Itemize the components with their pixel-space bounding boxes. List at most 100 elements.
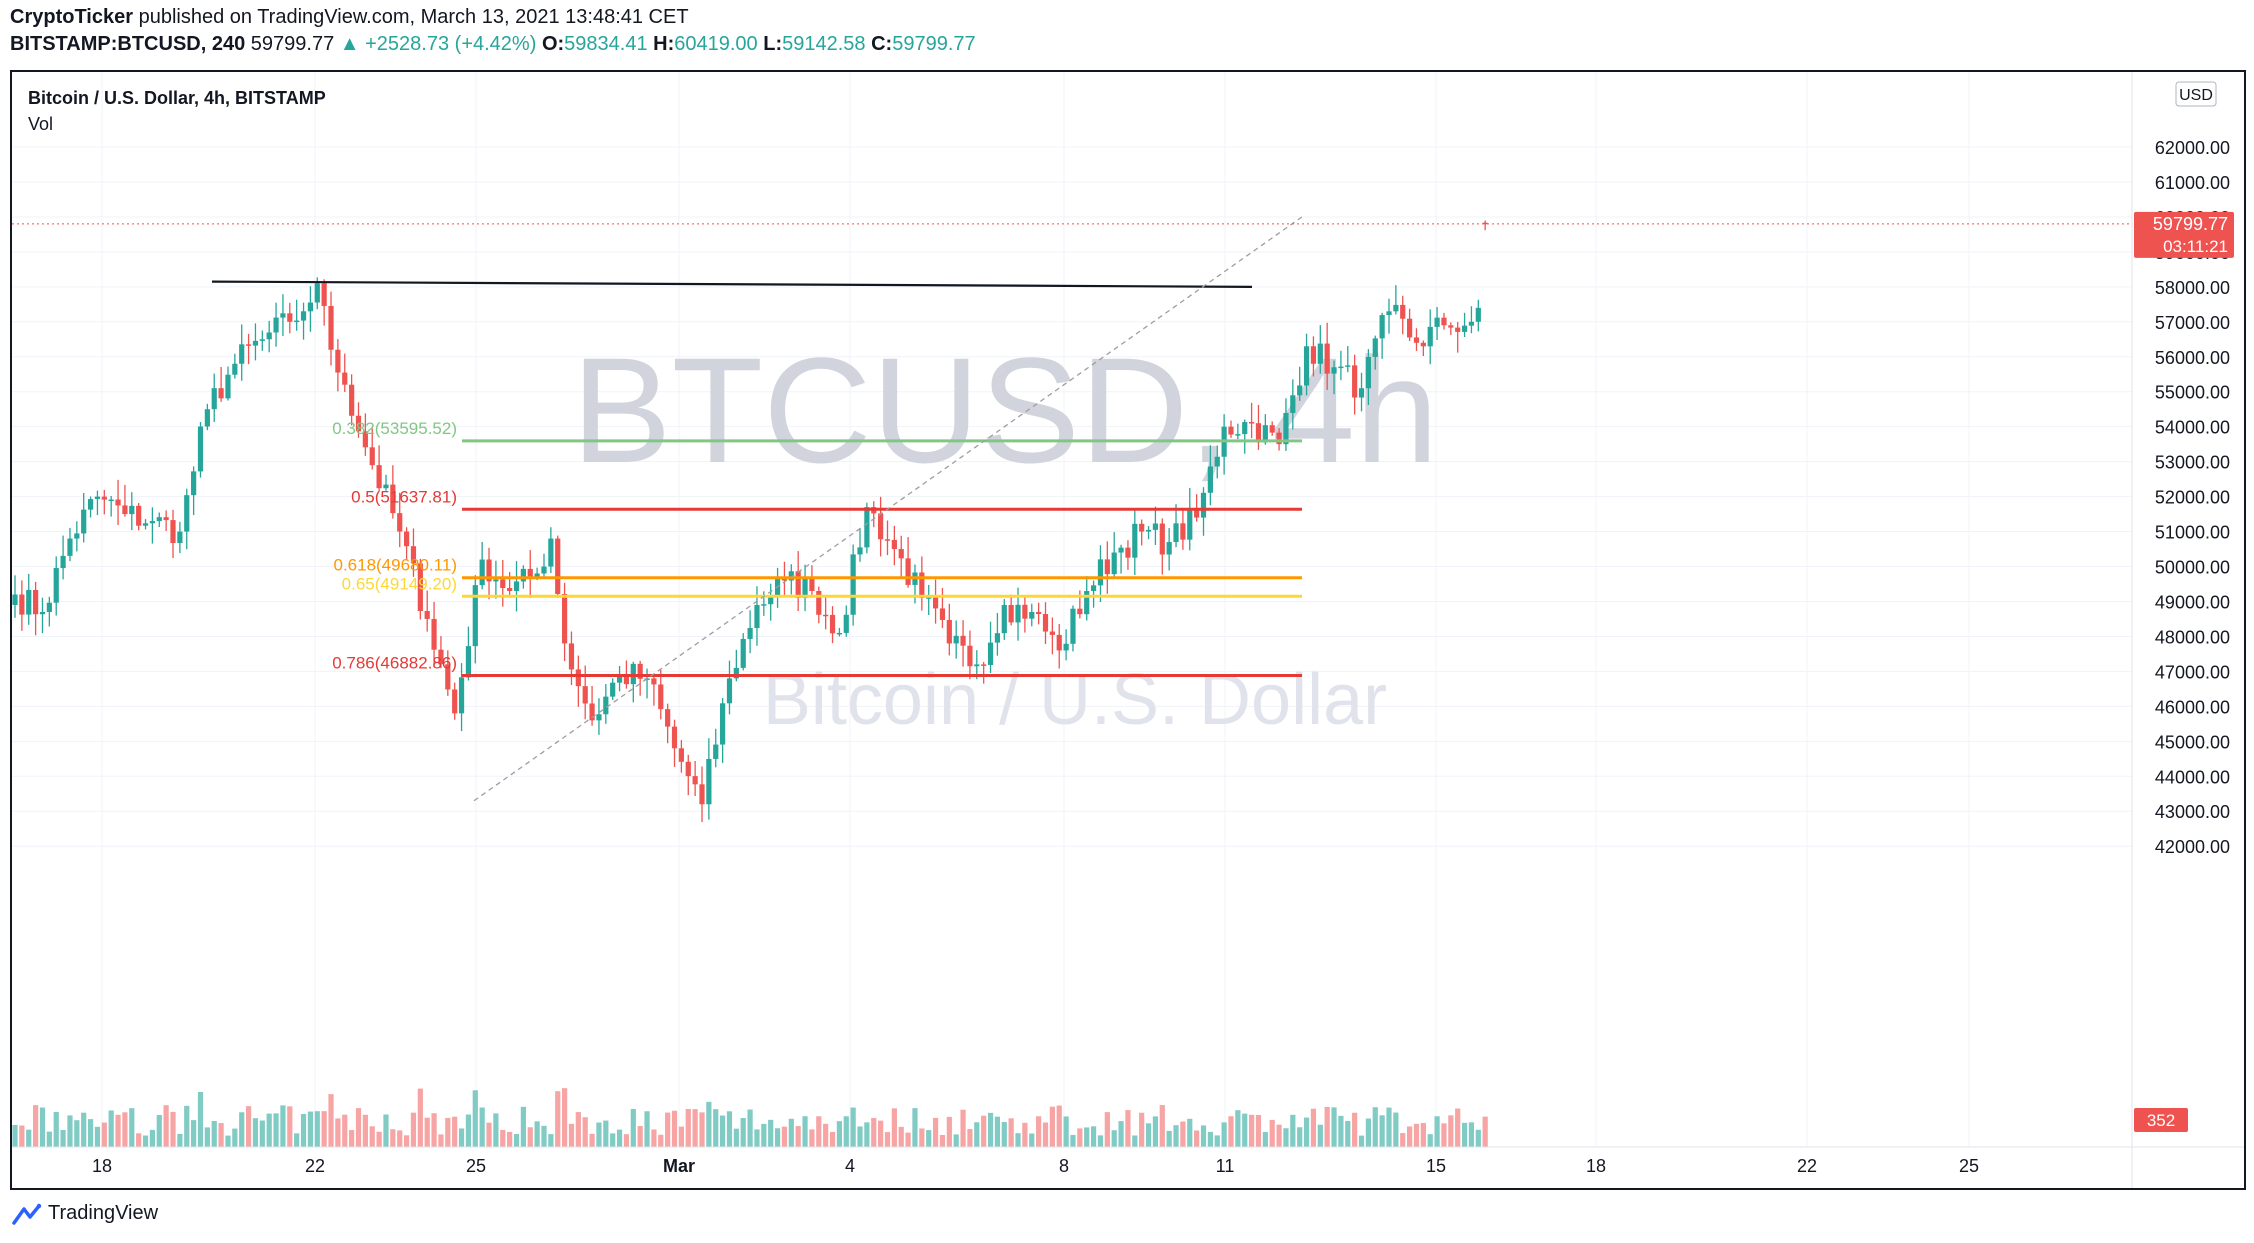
price-tick-label: 46000.00	[2155, 697, 2230, 717]
candle-body	[575, 669, 581, 687]
candle-body	[39, 611, 46, 615]
price-tick-label: 62000.00	[2155, 138, 2230, 158]
chart-legend-title[interactable]: Bitcoin / U.S. Dollar, 4h, BITSTAMP	[28, 88, 326, 108]
candle-body	[1194, 508, 1200, 518]
volume-bar	[1104, 1112, 1110, 1147]
volume-bar	[843, 1116, 849, 1147]
candle-body	[266, 332, 272, 340]
volume-bar	[1283, 1128, 1289, 1147]
volume-bar	[1118, 1121, 1124, 1147]
volume-tag-value: 352	[2147, 1111, 2175, 1130]
volume-bars	[12, 1088, 1488, 1147]
watermark-sub: Bitcoin / U.S. Dollar	[763, 660, 1387, 740]
candle-body	[1338, 366, 1344, 369]
candle-body	[802, 578, 808, 598]
resistance-line[interactable]	[211, 280, 1253, 288]
price-tick-label: 58000.00	[2155, 278, 2230, 298]
drawn-lines[interactable]	[12, 216, 2132, 802]
volume-bar	[781, 1126, 788, 1147]
candle-body	[259, 339, 265, 341]
volume-bar	[1228, 1116, 1234, 1147]
volume-bar	[1221, 1122, 1227, 1147]
volume-bar	[177, 1133, 183, 1147]
candle-body	[12, 594, 18, 605]
time-tick-label: 25	[466, 1156, 486, 1176]
fib-level-label: 0.382(53595.52)	[332, 419, 457, 438]
price-tick-label: 51000.00	[2155, 523, 2230, 543]
candle-body	[616, 674, 623, 683]
candle-body	[720, 703, 726, 745]
chart-panel[interactable]: BTCUSD, 4h Bitcoin / U.S. Dollar 0.382(5…	[10, 70, 2246, 1190]
volume-bar	[431, 1113, 437, 1147]
volume-bar	[1331, 1107, 1337, 1147]
volume-bar	[87, 1119, 94, 1147]
volume-bar	[555, 1091, 561, 1147]
fib-levels[interactable]: 0.382(53595.52) 0.5(51637.81) 0.618(49680.…	[332, 419, 1302, 677]
volume-bar	[926, 1130, 932, 1147]
candle-body	[733, 667, 739, 679]
volume-bar	[1235, 1110, 1241, 1147]
volume-bar	[527, 1127, 533, 1147]
candle-body	[403, 531, 410, 547]
candle-body	[1352, 365, 1358, 398]
price-tick-label: 53000.00	[2155, 453, 2230, 473]
volume-bar	[637, 1125, 643, 1147]
candle-body	[438, 649, 444, 665]
candle-body	[458, 677, 465, 714]
candle-body	[1228, 426, 1234, 435]
time-tick-label: 18	[92, 1156, 112, 1176]
volume-bar	[795, 1126, 801, 1147]
chart-canvas[interactable]: BTCUSD, 4h Bitcoin / U.S. Dollar 0.382(5…	[12, 72, 2244, 1188]
price-tick-label: 43000.00	[2155, 802, 2230, 822]
dashed-trendline[interactable]	[473, 216, 1303, 802]
volume-legend[interactable]: Vol	[28, 114, 54, 134]
volume-bar	[1358, 1135, 1365, 1147]
candle-body	[960, 635, 966, 646]
volume-bar	[33, 1105, 39, 1147]
candle-body	[1084, 590, 1090, 615]
time-tick-label: Mar	[663, 1156, 695, 1176]
volume-bar	[685, 1109, 691, 1147]
volume-bar	[1022, 1122, 1028, 1147]
volume-bar	[548, 1134, 554, 1147]
high-value: 60419.00	[674, 33, 758, 55]
candle-body	[1200, 492, 1207, 518]
volume-bar	[1276, 1124, 1282, 1147]
candle-body	[1056, 634, 1062, 651]
candle-body	[177, 531, 183, 543]
candle-body	[603, 696, 609, 715]
candle-body	[1475, 307, 1481, 322]
volume-bar	[960, 1109, 966, 1147]
volume-bar	[699, 1112, 705, 1147]
candle-body	[81, 509, 87, 534]
candle-body	[1001, 604, 1007, 634]
volume-bar	[671, 1110, 678, 1147]
volume-bar	[603, 1120, 609, 1147]
volume-bar	[740, 1118, 746, 1147]
volume-bar	[1111, 1130, 1117, 1147]
author-name[interactable]: CryptoTicker	[10, 6, 134, 28]
volume-bar	[383, 1114, 389, 1147]
volume-bar	[184, 1105, 190, 1147]
volume-bar	[376, 1131, 382, 1147]
volume-bar	[1255, 1114, 1262, 1147]
volume-bar	[1372, 1107, 1378, 1147]
currency-badge-label: USD	[2179, 87, 2213, 104]
candle-body	[1434, 317, 1440, 327]
candle-body	[665, 709, 671, 727]
price-tick-label: 50000.00	[2155, 558, 2230, 578]
volume-bar	[53, 1112, 59, 1147]
time-axis[interactable]: 18 22 25 Mar 4 8 11 15 18 22 25	[12, 1146, 2244, 1176]
tradingview-footer[interactable]: TradingView	[12, 1202, 158, 1225]
candle-body	[1008, 604, 1014, 623]
currency-badge[interactable]	[2175, 81, 2217, 107]
change-arrow-icon: ▲	[339, 33, 360, 55]
candle-body	[1132, 523, 1138, 558]
candle-body	[19, 594, 25, 615]
candle-body	[122, 505, 128, 515]
volume-bar	[287, 1106, 293, 1147]
candle-body	[431, 618, 437, 650]
candle-body	[335, 349, 341, 373]
volume-bar	[204, 1127, 210, 1147]
candle-body	[479, 559, 485, 586]
